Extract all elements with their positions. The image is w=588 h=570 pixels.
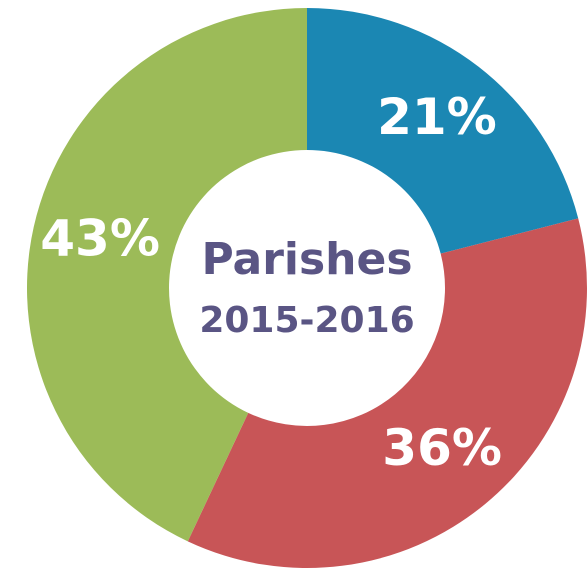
value-label: 36%	[382, 419, 502, 477]
donut-segment	[27, 8, 307, 542]
donut-segment	[307, 8, 579, 254]
value-label: 43%	[40, 209, 160, 267]
center-subtitle: 2015-2016	[199, 300, 414, 341]
donut-segment	[187, 218, 587, 568]
value-label: 21%	[377, 88, 497, 146]
center-title: Parishes	[201, 234, 412, 285]
